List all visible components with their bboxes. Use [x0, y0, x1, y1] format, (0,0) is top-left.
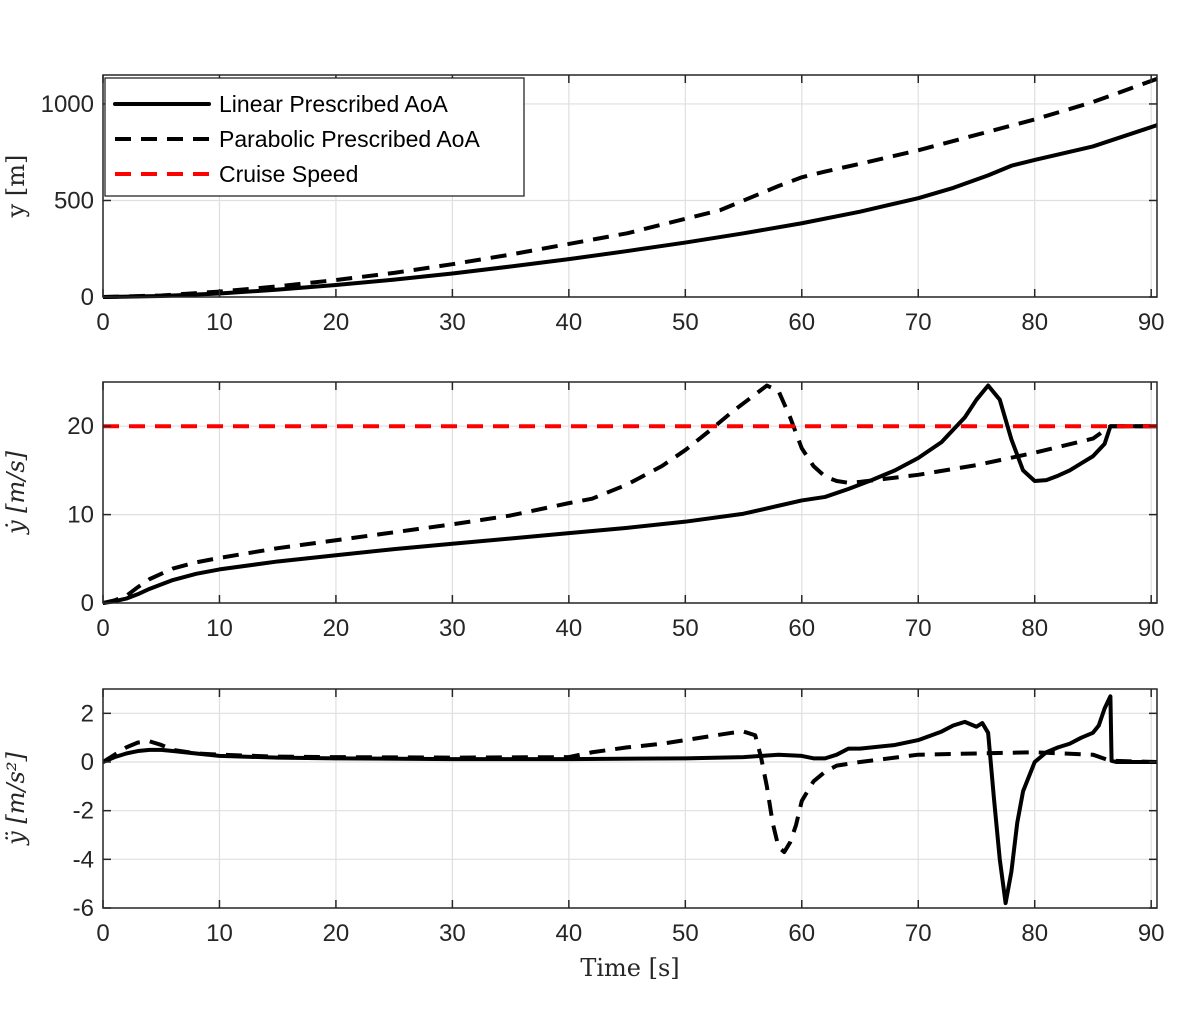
- legend-entry: Parabolic Prescribed AoA: [219, 126, 480, 152]
- x-tick-label: 50: [672, 309, 699, 336]
- series-group: [103, 694, 1157, 906]
- x-tick-label: 80: [1021, 309, 1048, 336]
- series-line-linear-prescribed-aoa: [103, 694, 1157, 906]
- x-tick-label: 40: [556, 920, 583, 947]
- x-tick-label: 20: [323, 920, 350, 947]
- series-group: [103, 383, 1157, 605]
- grid-lines: [102, 689, 1157, 909]
- x-axis-label: Time [s]: [580, 954, 679, 982]
- legend-entry: Cruise Speed: [219, 161, 358, 187]
- x-tick-label: 40: [556, 309, 583, 336]
- y-tick-label: 1000: [41, 91, 94, 118]
- x-tick-label: 70: [905, 920, 932, 947]
- y-tick-label: 2: [81, 700, 94, 727]
- series-line-parabolic-prescribed-aoa: [103, 383, 1157, 605]
- series-line-linear-prescribed-aoa: [103, 383, 1157, 605]
- x-tick-label: 60: [788, 615, 815, 642]
- x-tick-label: 90: [1138, 920, 1165, 947]
- x-tick-label: 0: [96, 920, 109, 947]
- x-tick-label: 60: [788, 920, 815, 947]
- x-tick-label: 10: [206, 309, 233, 336]
- y-tick-label: 0: [81, 284, 94, 311]
- axes-frame: [102, 381, 1158, 604]
- x-tick-label: 10: [206, 615, 233, 642]
- x-tick-label: 80: [1021, 615, 1048, 642]
- y-tick-label: 10: [67, 502, 94, 529]
- y-tick-label: -6: [73, 895, 94, 922]
- tick-marks: [102, 689, 1157, 909]
- grid-lines: [102, 382, 1157, 604]
- x-tick-label: 50: [672, 920, 699, 947]
- x-tick-label: 70: [905, 615, 932, 642]
- x-tick-label: 20: [323, 615, 350, 642]
- series-line-parabolic-prescribed-aoa: [103, 76, 1157, 299]
- x-tick-label: 0: [96, 615, 109, 642]
- series-group: [103, 76, 1157, 299]
- x-tick-label: 90: [1138, 615, 1165, 642]
- x-tick-label: 70: [905, 309, 932, 336]
- y-tick-label: -4: [73, 846, 94, 873]
- y-axis-label: ẏ [m/s]: [2, 450, 30, 535]
- x-tick-label: 30: [439, 920, 466, 947]
- x-tick-label: 20: [323, 309, 350, 336]
- subplot-position: 0 10 20 30 40 50 60 70 80 90 0 500 1000 y [m] Linear P…: [2, 74, 1165, 336]
- y-tick-label: 0: [81, 749, 94, 776]
- subplot-velocity: 0 10 20 30 40 50 60 70 80 90 0 10 20 ẏ [m/s]: [2, 381, 1165, 642]
- x-tick-label: 30: [439, 615, 466, 642]
- y-tick-label: 20: [67, 413, 94, 440]
- y-tick-label: 0: [81, 590, 94, 617]
- legend-entry: Linear Prescribed AoA: [219, 91, 449, 117]
- series-line-parabolic-prescribed-aoa: [103, 729, 1157, 855]
- y-tick-label: 500: [54, 187, 94, 214]
- x-tick-label: 90: [1138, 309, 1165, 336]
- y-axis-label: ÿ [m/s²]: [2, 752, 30, 846]
- x-tick-label: 60: [788, 309, 815, 336]
- tick-marks: [102, 382, 1157, 604]
- x-tick-label: 30: [439, 309, 466, 336]
- y-axis-label: y [m]: [2, 155, 30, 219]
- legend: Linear Prescribed AoA Parabolic Prescribe…: [104, 77, 525, 197]
- x-tick-label: 0: [96, 309, 109, 336]
- axes-frame: [102, 688, 1158, 909]
- axes-frame: [102, 74, 1158, 298]
- x-tick-label: 10: [206, 920, 233, 947]
- series-line-linear-prescribed-aoa: [103, 123, 1157, 299]
- y-tick-label: -2: [73, 798, 94, 825]
- x-tick-label: 80: [1021, 920, 1048, 947]
- x-tick-label: 40: [556, 615, 583, 642]
- x-tick-label: 50: [672, 615, 699, 642]
